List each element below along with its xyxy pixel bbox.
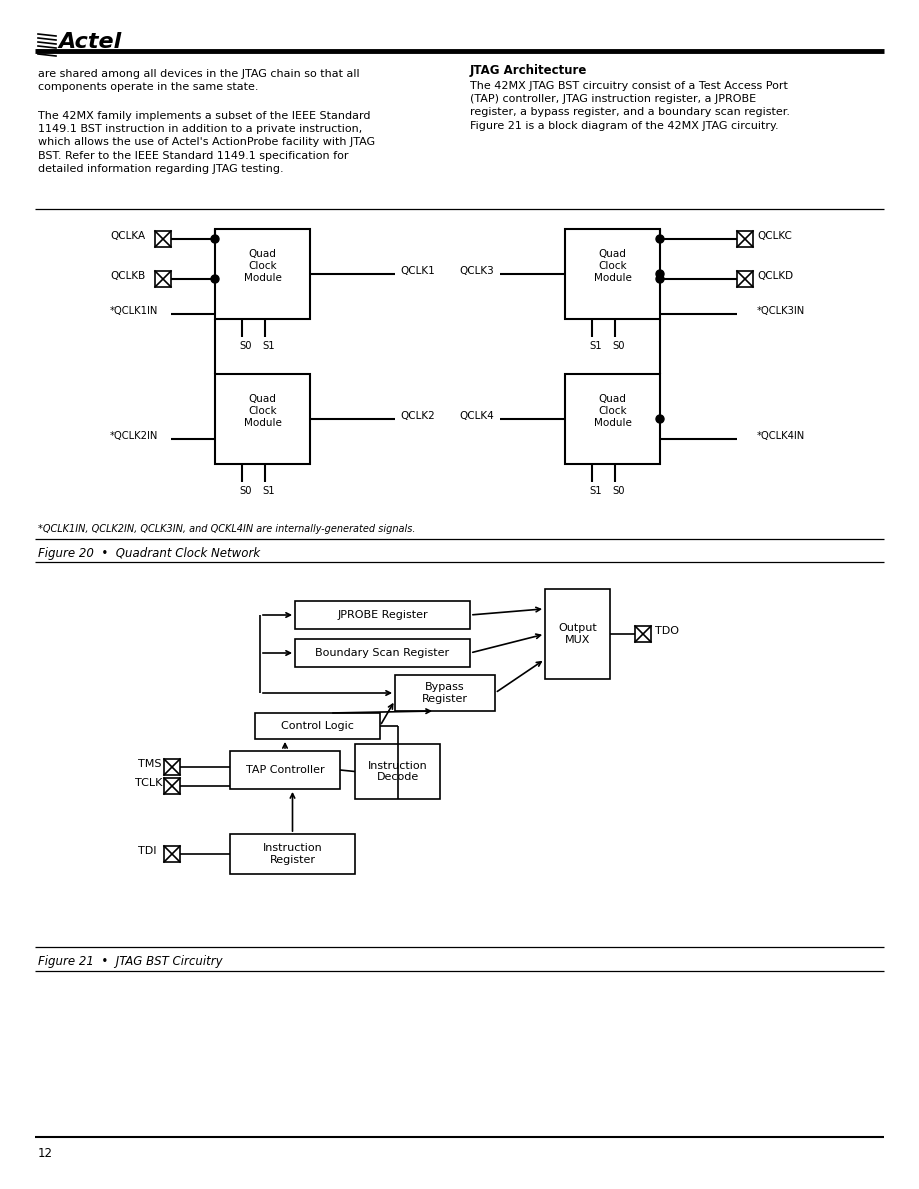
Bar	[215, 229, 310, 319]
Text: The 42MX JTAG BST circuitry consist of a Test Access Port
(TAP) controller, JTAG: The 42MX JTAG BST circuitry consist of a…	[470, 81, 790, 131]
Text: The 42MX family implements a subset of the IEEE Standard
1149.1 BST instruction : The 42MX family implements a subset of t…	[38, 111, 375, 174]
Bar	[295, 600, 470, 629]
Text: Quad
Clock
Module: Quad Clock Module	[594, 250, 631, 283]
Bar	[230, 751, 340, 789]
Bar	[737, 231, 753, 247]
Circle shape	[656, 275, 664, 283]
Text: Output
MUX: Output MUX	[558, 623, 596, 644]
Text: Instruction
Register: Instruction Register	[263, 843, 323, 864]
Text: TDI: TDI	[138, 847, 156, 856]
Bar	[164, 847, 180, 862]
Text: *QCLK1IN, QCLK2IN, QCLK3IN, and QCKL4IN are internally-generated signals.: *QCLK1IN, QCLK2IN, QCLK3IN, and QCKL4IN …	[38, 524, 415, 534]
Bar	[565, 229, 660, 319]
Text: QCLK1: QCLK1	[400, 266, 435, 276]
Bar	[255, 713, 380, 740]
Circle shape	[211, 275, 219, 283]
Text: S1: S1	[589, 486, 602, 496]
Text: QCLK2: QCLK2	[400, 411, 435, 421]
Circle shape	[656, 270, 664, 278]
Text: QCLKC: QCLKC	[757, 231, 792, 241]
Bar	[545, 589, 610, 679]
Circle shape	[656, 415, 664, 423]
Text: S0: S0	[239, 486, 252, 496]
Bar	[737, 271, 753, 287]
Circle shape	[211, 235, 219, 243]
Circle shape	[656, 235, 664, 243]
Text: Actel: Actel	[58, 32, 121, 52]
Bar	[355, 744, 440, 799]
Text: JTAG Architecture: JTAG Architecture	[470, 64, 587, 77]
Text: Quad
Clock
Module: Quad Clock Module	[244, 250, 281, 283]
Bar	[155, 271, 171, 287]
Text: 12: 12	[38, 1147, 53, 1160]
Text: Figure 21  •  JTAG BST Circuitry: Figure 21 • JTAG BST Circuitry	[38, 955, 222, 968]
Text: *QCLK2IN: *QCLK2IN	[110, 430, 158, 441]
Text: S1: S1	[262, 486, 275, 496]
Text: QCLK3: QCLK3	[459, 266, 494, 276]
Text: TCLK: TCLK	[135, 778, 163, 788]
Text: *QCLK3IN: *QCLK3IN	[757, 306, 805, 316]
Text: Figure 20  •  Quadrant Clock Network: Figure 20 • Quadrant Clock Network	[38, 547, 260, 560]
Text: *QCLK4IN: *QCLK4IN	[757, 430, 805, 441]
Text: Instruction
Decode: Instruction Decode	[368, 761, 427, 782]
Bar	[635, 625, 651, 642]
Text: QCLK4: QCLK4	[459, 411, 494, 421]
Bar	[215, 375, 310, 464]
Bar	[155, 231, 171, 247]
Text: S1: S1	[589, 341, 602, 351]
Text: Boundary Scan Register: Boundary Scan Register	[315, 648, 449, 658]
Text: S1: S1	[262, 341, 275, 351]
Text: TDO: TDO	[655, 625, 679, 636]
Text: are shared among all devices in the JTAG chain so that all
components operate in: are shared among all devices in the JTAG…	[38, 69, 359, 93]
Text: S0: S0	[612, 341, 625, 351]
Text: Bypass
Register: Bypass Register	[422, 682, 468, 704]
Bar	[164, 778, 180, 794]
Text: JPROBE Register: JPROBE Register	[337, 610, 428, 619]
Text: TAP Controller: TAP Controller	[245, 765, 324, 775]
Text: S0: S0	[239, 341, 252, 351]
Text: Quad
Clock
Module: Quad Clock Module	[244, 395, 281, 428]
Bar	[230, 833, 355, 874]
Bar	[295, 638, 470, 667]
Text: Quad
Clock
Module: Quad Clock Module	[594, 395, 631, 428]
Text: S0: S0	[612, 486, 625, 496]
Text: TMS: TMS	[138, 759, 162, 769]
Bar	[395, 675, 495, 711]
Bar	[164, 759, 180, 775]
Text: QCLKD: QCLKD	[757, 271, 793, 281]
Text: Control Logic: Control Logic	[281, 721, 354, 731]
Bar	[565, 375, 660, 464]
Text: QCLKA: QCLKA	[110, 231, 145, 241]
Text: *QCLK1IN: *QCLK1IN	[110, 306, 158, 316]
Text: QCLKB: QCLKB	[110, 271, 145, 281]
